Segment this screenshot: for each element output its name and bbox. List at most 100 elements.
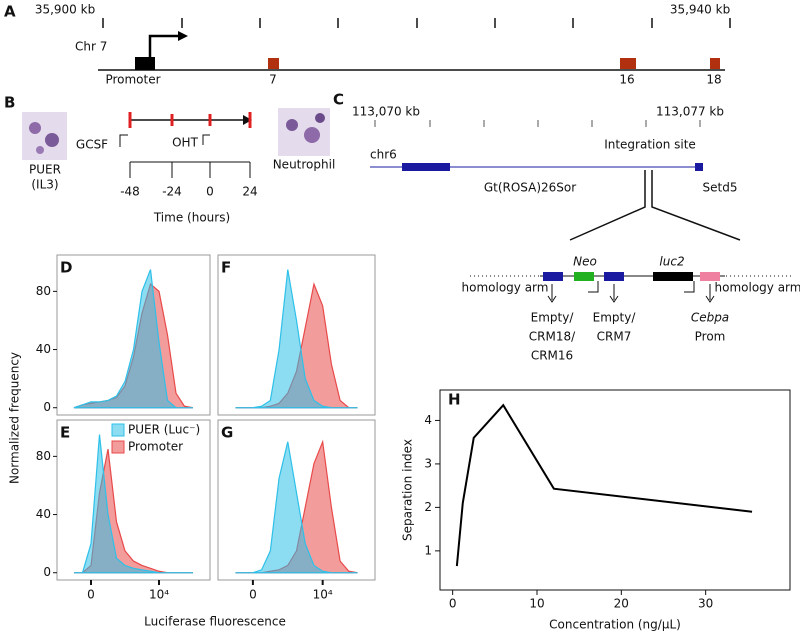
feature-label: 7: [269, 73, 277, 87]
time-label: -48: [120, 185, 140, 199]
slot-label: CRM16: [531, 349, 573, 363]
plot-frame: [217, 254, 376, 416]
coord-label: 35,900 kb: [35, 3, 95, 17]
cell-label: (IL3): [31, 178, 58, 192]
histogram-area: [235, 441, 358, 574]
cell-image: [22, 112, 67, 160]
zoom-lines: [569, 170, 741, 241]
panel-label: C: [333, 91, 344, 109]
arm-label: homology arm: [462, 281, 549, 295]
legend-swatch: [111, 423, 125, 437]
panel-c: C 113,070 kb 113,077 kb Integration site…: [333, 91, 800, 363]
treatment-label: GCSF: [76, 138, 108, 152]
coord-label: 113,077 kb: [656, 105, 724, 119]
axis-title: Time (hours): [153, 211, 230, 225]
y-tick-label: 0: [43, 400, 51, 414]
treatment-arrow: [202, 134, 210, 145]
cell-label: PUER: [29, 163, 61, 177]
panel-label: F: [221, 259, 231, 277]
plot-frame: [217, 419, 376, 581]
histogram-area: [74, 434, 193, 574]
coord-label: 113,070 kb: [352, 105, 420, 119]
chromosome-label: Chr 7: [75, 40, 107, 54]
promoter-box: [700, 272, 720, 281]
element-label: luc2: [659, 255, 684, 269]
site-label: Integration site: [604, 138, 696, 152]
time-label: -24: [162, 185, 182, 199]
x-tick-label: 0: [449, 597, 457, 611]
luc2-box: [653, 272, 693, 281]
arm-label: homology arm: [715, 281, 800, 295]
legend-label: PUER (Luc⁻): [128, 423, 200, 437]
slot-box: [604, 272, 624, 281]
x-tick-label: 10⁴: [313, 588, 333, 602]
x-tick-label: 10: [529, 597, 544, 611]
exon: [695, 163, 703, 171]
x-tick-label: 0: [249, 588, 257, 602]
feature-label: Promoter: [105, 73, 160, 87]
crm-box: [710, 58, 720, 69]
tss-arrow: [148, 34, 180, 57]
x-tick-label: 30: [698, 597, 713, 611]
cell: [286, 119, 298, 131]
treatment-label: OHT: [172, 136, 198, 150]
element-label: Neo: [573, 255, 597, 269]
cell-label: Neutrophil: [273, 158, 336, 172]
histogram-area: [73, 269, 193, 409]
time-label: 24: [242, 185, 257, 199]
slot-label: Prom: [695, 330, 726, 344]
x-axis-title: Concentration (ng/μL): [549, 618, 681, 632]
data-line: [455, 403, 753, 567]
plot-frame: [439, 389, 791, 591]
y-tick-label: 1: [424, 543, 432, 557]
x-tick-label: 10⁴: [149, 588, 169, 602]
panel-label: A: [4, 3, 16, 21]
time-ticks: [129, 162, 251, 178]
y-tick-label: 0: [43, 565, 51, 579]
slot-box: [543, 272, 563, 281]
scale-ticks: [102, 18, 731, 28]
x-tick-label: 20: [614, 597, 629, 611]
cell: [36, 146, 44, 154]
plot-frame: [56, 419, 211, 581]
cell: [29, 122, 41, 134]
arrow-head: [243, 115, 252, 125]
feature-label: 16: [619, 73, 634, 87]
panel-label: D: [60, 259, 72, 277]
panel-label: B: [4, 94, 15, 112]
y-tick-label: 40: [36, 342, 51, 356]
y-tick-label: 40: [36, 507, 51, 521]
slot-label: Empty/: [593, 311, 637, 325]
promoter-box: [135, 57, 155, 70]
y-tick-label: 80: [36, 284, 51, 298]
cell: [315, 113, 325, 123]
legend-swatch: [111, 440, 125, 454]
crm-box: [268, 58, 279, 69]
scale-ticks: [374, 120, 701, 127]
x-axis-title: Luciferase fluorescence: [144, 615, 286, 629]
legend-label: Promoter: [128, 440, 183, 454]
y-axis-title: Normalized frequency: [8, 352, 22, 484]
neo-box: [574, 272, 594, 281]
plot-frame: [56, 254, 211, 416]
y-tick-label: 4: [424, 413, 432, 427]
panel-a: A 35,900 kb 35,940 kb Chr 7 Promoter 7 1…: [4, 3, 731, 87]
time-marks: [128, 112, 252, 128]
panel-label: H: [448, 391, 461, 409]
gene-label: Setd5: [703, 181, 738, 195]
panel-b: B PUER (IL3) GCSF OHT -48 -24 0 24 Time …: [4, 94, 335, 225]
y-tick-label: 3: [424, 456, 432, 470]
coord-label: 35,940 kb: [670, 3, 730, 17]
panel-label: E: [60, 424, 70, 442]
slot-label: CRM18/: [529, 330, 576, 344]
arrows: [547, 281, 715, 303]
y-tick-label: 2: [424, 500, 432, 514]
slot-label: Empty/: [531, 311, 575, 325]
slot-label: CRM7: [597, 330, 632, 344]
gene-label: Gt(ROSA)26Sor: [484, 181, 576, 195]
cell: [304, 127, 320, 143]
chromosome-label: chr6: [370, 148, 397, 162]
exon: [402, 163, 450, 171]
time-label: 0: [206, 185, 214, 199]
